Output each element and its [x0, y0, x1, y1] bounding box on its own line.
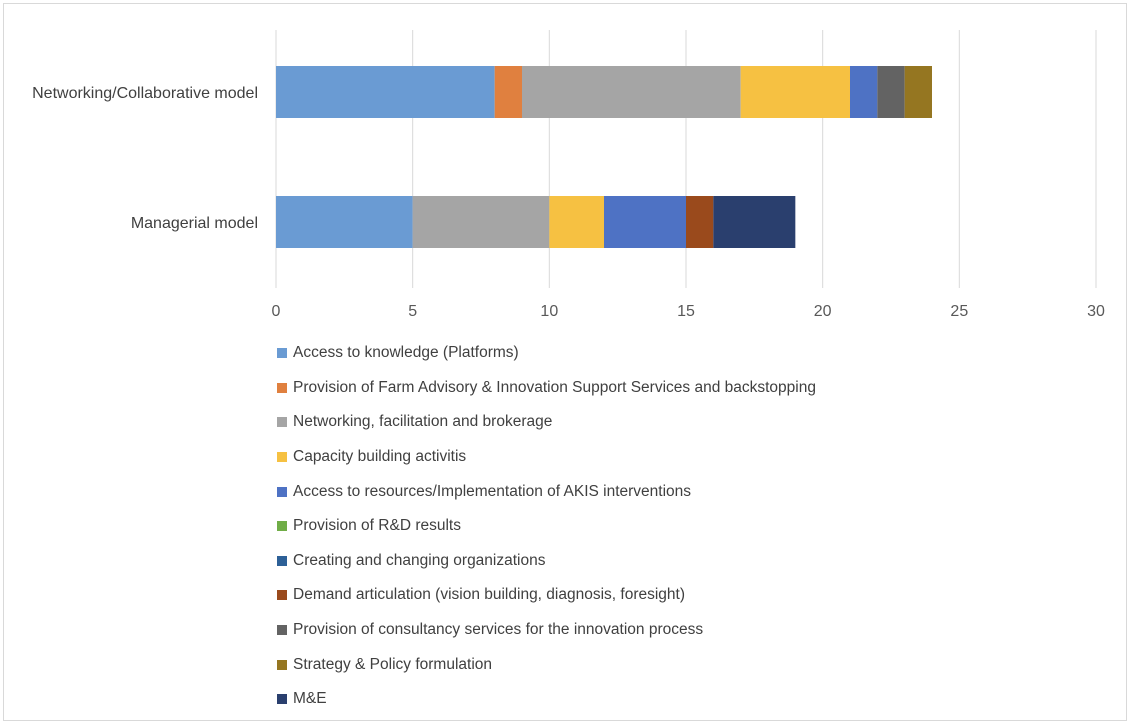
x-tick-label: 30: [1087, 303, 1105, 320]
legend-item: Provision of consultancy services for th…: [277, 613, 1097, 648]
bar-segment: [494, 66, 522, 118]
legend-label: Access to knowledge (Platforms): [293, 344, 519, 362]
legend-label: Provision of R&D results: [293, 517, 461, 535]
legend-swatch: [277, 417, 287, 428]
legend-swatch: [277, 452, 287, 463]
legend-label: Provision of consultancy services for th…: [293, 621, 704, 639]
bar-segment: [740, 66, 850, 118]
legend-item: Networking, facilitation and brokerage: [277, 405, 1097, 440]
legend-swatch: [277, 625, 287, 636]
x-tick-label: 5: [408, 303, 417, 320]
legend-label: M&E: [293, 690, 327, 708]
legend-swatch: [277, 348, 287, 359]
legend-item: Demand articulation (vision building, di…: [277, 578, 1097, 613]
legend-item: Provision of R&D results: [277, 509, 1097, 544]
bar-segment: [276, 66, 495, 118]
legend-item: Capacity building activitis: [277, 440, 1097, 475]
x-tick-label: 10: [540, 303, 558, 320]
legend-item: Creating and changing organizations: [277, 544, 1097, 579]
x-tick-label: 15: [677, 303, 695, 320]
chart-legend: Access to knowledge (Platforms) Provision…: [277, 336, 1097, 717]
legend-item: Strategy & Policy formulation: [277, 647, 1097, 682]
chart-plot: 0 5 10 15 20 25 30 Networking/Collaborative mod…: [32, 30, 1105, 320]
legend-swatch: [277, 659, 287, 670]
bar-segment: [850, 66, 878, 118]
legend-item: Provision of Farm Advisory & Innovation …: [277, 371, 1097, 406]
bar-segment: [276, 196, 413, 248]
legend-label: Networking, facilitation and brokerage: [293, 413, 553, 431]
chart-frame: [3, 3, 1127, 721]
legend-label: Strategy & Policy formulation: [293, 655, 493, 673]
category-label: Networking/Collaborative model: [32, 85, 258, 102]
bar-segment: [604, 196, 686, 248]
legend-item: M&E: [277, 682, 1097, 717]
legend-label: Creating and changing organizations: [293, 551, 546, 569]
category-label: Managerial model: [131, 215, 258, 232]
legend-item: Access to resources/Implementation of AK…: [277, 474, 1097, 509]
bar-segment: [877, 66, 905, 118]
x-tick-label: 20: [814, 303, 832, 320]
bar-segment: [686, 196, 714, 248]
x-tick-label: 25: [950, 303, 968, 320]
legend-label: Capacity building activitis: [293, 448, 467, 466]
bar-segment: [549, 196, 604, 248]
bar-segment: [904, 66, 932, 118]
legend-label: Demand articulation (vision building, di…: [293, 586, 686, 604]
legend-swatch: [277, 555, 287, 566]
legend-swatch: [277, 486, 287, 497]
legend-swatch: [277, 521, 287, 532]
legend-swatch: [277, 694, 287, 705]
legend-label: Access to resources/Implementation of AK…: [293, 482, 692, 500]
legend-swatch: [277, 590, 287, 601]
x-tick-label: 0: [272, 303, 281, 320]
legend-swatch: [277, 382, 287, 393]
bar-segment: [412, 196, 550, 248]
bar-segment: [713, 196, 796, 248]
legend-label: Provision of Farm Advisory & Innovation …: [293, 378, 816, 396]
bar-segment: [522, 66, 741, 118]
legend-item: Access to knowledge (Platforms): [277, 336, 1097, 371]
